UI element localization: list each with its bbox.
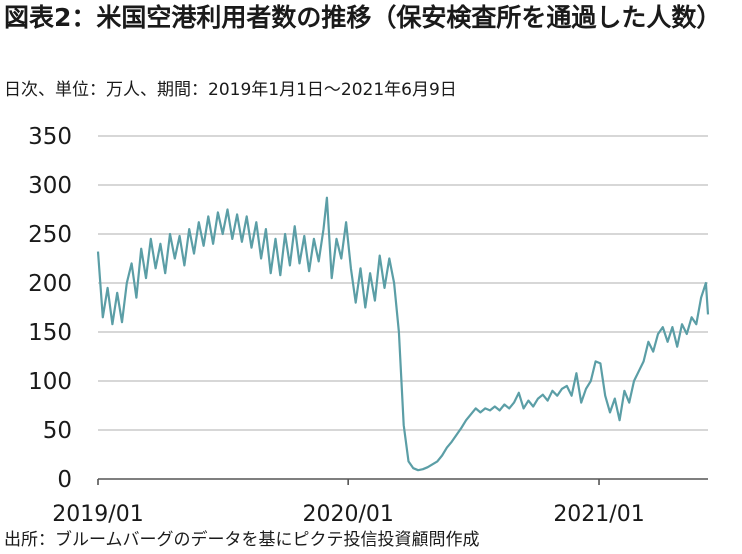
x-tick-label: 2021/01 bbox=[553, 502, 644, 527]
y-tick-label: 250 bbox=[28, 222, 72, 248]
y-tick-label: 300 bbox=[28, 173, 72, 199]
y-tick-label: 350 bbox=[28, 124, 72, 150]
x-tick-label: 2019/01 bbox=[52, 502, 143, 527]
x-axis-ticks: 2019/01 2020/01 2021/01 bbox=[52, 479, 645, 527]
chart-subtitle: 日次、単位：万人、期間：2019年1月1日～2021年6月9日 bbox=[4, 80, 457, 100]
x-tick-label: 2020/01 bbox=[302, 502, 393, 527]
y-tick-label: 50 bbox=[43, 418, 72, 444]
y-axis-ticks: 0 50 100 150 200 250 300 350 bbox=[28, 124, 72, 493]
chart-title: 図表2：米国空港利用者数の推移（保安検査所を通過した人数） bbox=[4, 3, 722, 32]
gridlines bbox=[98, 135, 708, 431]
series-layer bbox=[96, 196, 710, 472]
y-tick-label: 150 bbox=[28, 320, 72, 346]
y-tick-label: 0 bbox=[57, 467, 72, 493]
series-line-0 bbox=[96, 196, 710, 472]
y-tick-label: 100 bbox=[28, 369, 72, 395]
source-note: 出所：ブルームバーグのデータを基にピクテ投信投資顧問作成 bbox=[4, 530, 480, 550]
y-tick-label: 200 bbox=[28, 271, 72, 297]
